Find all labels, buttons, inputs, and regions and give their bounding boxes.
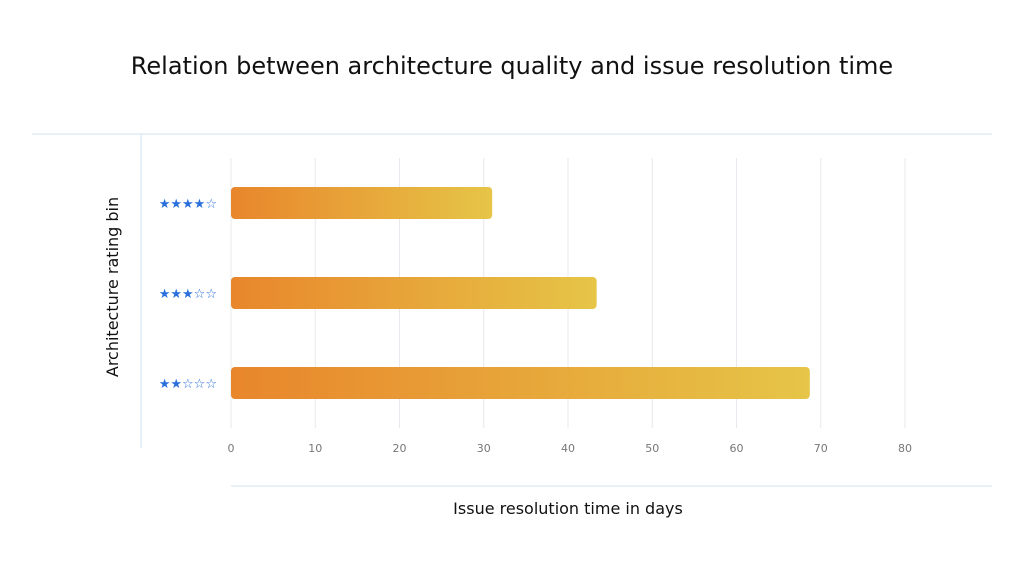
y-axis-label: Architecture rating bin — [103, 197, 122, 377]
bar — [231, 367, 810, 399]
bars — [231, 187, 810, 399]
y-axis-categories: ★★★★☆ ★★★☆☆ ★★☆☆☆ — [159, 197, 217, 392]
x-tick-label: 30 — [477, 442, 491, 455]
x-tick-label: 20 — [393, 442, 407, 455]
category-label: ★★★★☆ — [159, 197, 217, 212]
x-tick-label: 10 — [308, 442, 322, 455]
x-tick-label: 40 — [561, 442, 575, 455]
bar — [231, 187, 493, 219]
bar — [231, 277, 597, 309]
x-tick-label: 60 — [730, 442, 744, 455]
x-tick-label: 70 — [814, 442, 828, 455]
category-label: ★★★☆☆ — [159, 287, 217, 302]
x-tick-label: 80 — [898, 442, 912, 455]
x-tick-label: 50 — [645, 442, 659, 455]
x-axis-label: Issue resolution time in days — [453, 499, 683, 518]
x-axis-ticks: 0 10 20 30 40 50 60 70 80 — [228, 442, 913, 455]
category-label: ★★☆☆☆ — [159, 377, 217, 392]
chart-title: Relation between architecture quality an… — [131, 52, 893, 80]
x-tick-label: 0 — [228, 442, 235, 455]
